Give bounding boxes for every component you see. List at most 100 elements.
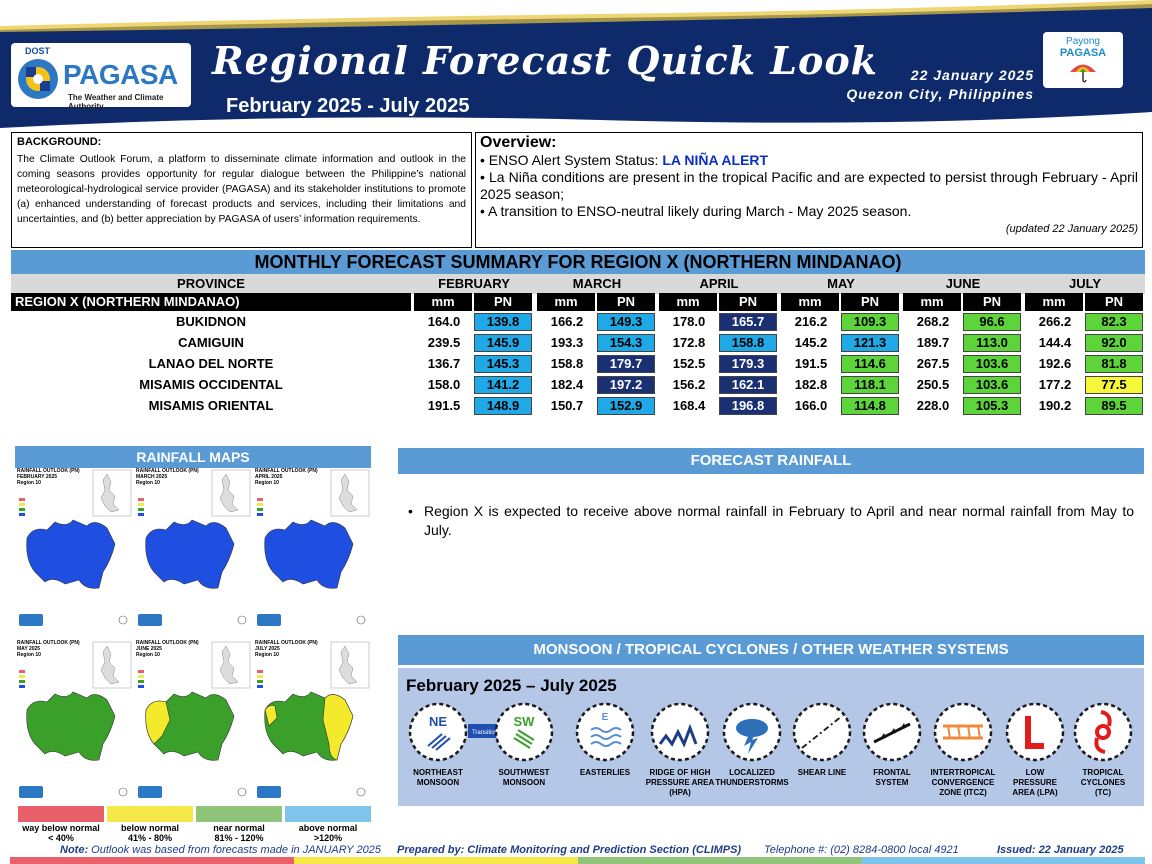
map-title-line: RAINFALL OUTLOOK (PN)	[255, 640, 318, 646]
mm-value: 182.4	[550, 377, 584, 392]
weather-system-label-line: FRONTAL	[873, 768, 911, 777]
mm-value: 150.7	[550, 398, 584, 413]
weather-system-item: TROPICAL CYCLONES (TC)	[1063, 766, 1143, 798]
pn-value: 145.3	[474, 355, 532, 373]
table-row: CAMIGUIN 239.5 145.9 193.3 154.3 172.8 158.8 14…	[11, 333, 1145, 353]
mm-value: 191.5	[427, 398, 461, 413]
tropical-cyclone-icon	[1073, 702, 1133, 762]
overview-title: Overview:	[480, 134, 557, 151]
mm-value: 178.0	[672, 314, 706, 329]
overview-line-2-text: La Niña conditions are present in the tr…	[480, 169, 1138, 202]
footer-telephone: Telephone #: (02) 8284-0800 local 4921	[764, 844, 959, 856]
footer: Note: Outlook was based from forecasts m…	[0, 843, 1152, 864]
issue-place: Quezon City, Philippines	[846, 86, 1034, 102]
weather-system-label: FRONTAL SYSTEM	[852, 768, 932, 788]
pn-value: 196.8	[719, 397, 777, 415]
mm-value: 158.8	[550, 356, 584, 371]
pn-value: 81.8	[1085, 355, 1143, 373]
weather-system-label-line: NORTHEAST	[413, 768, 463, 777]
weather-system-label: INTERTROPICAL CONVERGENCE ZONE (ITCZ)	[923, 768, 1003, 798]
pn-value: 118.1	[841, 376, 899, 394]
ridge-icon	[650, 702, 710, 762]
mm-header: mm	[781, 293, 839, 311]
weather-system-label: SHEAR LINE	[782, 768, 862, 778]
map-title-line: JULY 2025	[255, 646, 280, 652]
weather-system-label: EASTERLIES	[565, 768, 645, 778]
footer-color-strip	[10, 857, 1145, 864]
legend-category: below normal	[120, 823, 179, 833]
period-subtitle: February 2025 - July 2025	[226, 95, 470, 117]
pn-value: 82.3	[1085, 313, 1143, 331]
legend-range: < 40%	[48, 833, 74, 843]
region-map-icon	[138, 469, 251, 626]
header-background	[0, 0, 1152, 128]
weather-system-label-line: INTERTROPICAL	[930, 768, 996, 777]
mm-header: mm	[903, 293, 961, 311]
overview-line-2: • La Niña conditions are present in the …	[480, 169, 1138, 202]
weather-system-label-line: SHEAR LINE	[797, 768, 847, 777]
pn-value: 165.7	[719, 313, 777, 331]
mm-value: 267.5	[916, 356, 950, 371]
weather-system-label-line: AREA (LPA)	[1012, 788, 1058, 797]
legend-category: near normal	[213, 823, 265, 833]
payong-label: Payong	[1066, 36, 1100, 47]
weather-system-label-line: ZONE (ITCZ)	[939, 788, 987, 797]
overview-enso-line: • ENSO Alert System Status: LA NIÑA ALER…	[480, 152, 769, 168]
pn-value: 141.2	[474, 376, 532, 394]
weather-system-label-line: LOCALIZED	[729, 768, 775, 777]
pn-value: 77.5	[1085, 376, 1143, 394]
map-title: RAINFALL OUTLOOK (PN) MARCH 2025 Region 10	[136, 468, 199, 486]
pagasa-logo: DOST PAGASA The Weather and Climate Auth…	[11, 43, 191, 111]
map-title-line: APRIL 2025	[255, 474, 283, 480]
thunderstorm-icon	[722, 702, 782, 762]
legend-label: below normal 41% - 80%	[107, 823, 193, 843]
bullet: •	[408, 503, 413, 519]
weather-system-label-line: MONSOON	[416, 778, 460, 787]
easterlies-icon: E	[575, 702, 635, 762]
mm-value: 144.4	[1038, 335, 1072, 350]
map-title: RAINFALL OUTLOOK (PN) JULY 2025 Region 10	[255, 640, 318, 658]
lpa-icon	[1005, 702, 1065, 762]
rainfall-map-tile: RAINFALL OUTLOOK (PN) JUNE 2025 Region 10	[134, 640, 252, 808]
mm-value: 177.2	[1038, 377, 1072, 392]
map-title-line: MARCH 2025	[136, 474, 168, 480]
weather-system-label: LOW PRESSURE AREA (LPA)	[995, 768, 1075, 798]
weather-system-label-line: SYSTEM	[875, 778, 909, 787]
mm-header: mm	[1025, 293, 1083, 311]
pn-value: 179.3	[719, 355, 777, 373]
map-title: RAINFALL OUTLOOK (PN) JUNE 2025 Region 10	[136, 640, 199, 658]
month-header: JULY	[1068, 276, 1102, 291]
legend-swatch	[285, 806, 371, 822]
page-title: Regional Forecast Quick Look	[212, 38, 879, 83]
e-label: E	[602, 712, 609, 723]
itcz-icon	[933, 702, 993, 762]
umbrella-icon	[1070, 64, 1096, 83]
rainfall-map-tile: RAINFALL OUTLOOK (PN) FEBRUARY 2025 Region…	[15, 468, 133, 636]
region-label: REGION X (NORTHERN MINDANAO)	[11, 293, 411, 311]
weather-system-label-line: THUNDERSTORMS	[715, 778, 789, 787]
rainfall-map-tile: RAINFALL OUTLOOK (PN) MAY 2025 Region 10	[15, 640, 133, 808]
province-name: BUKIDNON	[175, 314, 247, 329]
region-map-icon	[257, 641, 370, 798]
weather-system-label-line: EASTERLIES	[579, 768, 631, 777]
pn-value: 162.1	[719, 376, 777, 394]
overview-updated: (updated 22 January 2025)	[1005, 223, 1138, 235]
weather-system-label-line: (TC)	[1095, 788, 1111, 797]
mm-value: 152.5	[672, 356, 706, 371]
mm-value: 192.6	[1038, 356, 1072, 371]
payong-pagasa-logo: Payong PAGASA	[1043, 32, 1123, 88]
mm-value: 216.2	[794, 314, 828, 329]
mm-value: 250.5	[916, 377, 950, 392]
pn-header: PN	[597, 293, 655, 311]
mm-value: 158.0	[427, 377, 461, 392]
weather-system-icons: NE Transition SW E	[408, 702, 1133, 762]
weather-system-item: NORTHEAST MONSOON	[398, 766, 478, 788]
overview-section: Overview: • ENSO Alert System Status: LA…	[475, 132, 1143, 248]
mm-value: 266.2	[1038, 314, 1072, 329]
forecast-rainfall-statement: Region X is expected to receive above no…	[424, 503, 1134, 538]
province-header: PROVINCE	[177, 276, 245, 291]
shear-line-icon	[792, 702, 852, 762]
month-header: MAY	[827, 276, 855, 291]
pn-value: 139.8	[474, 313, 532, 331]
map-title-line: Region 10	[255, 652, 279, 658]
